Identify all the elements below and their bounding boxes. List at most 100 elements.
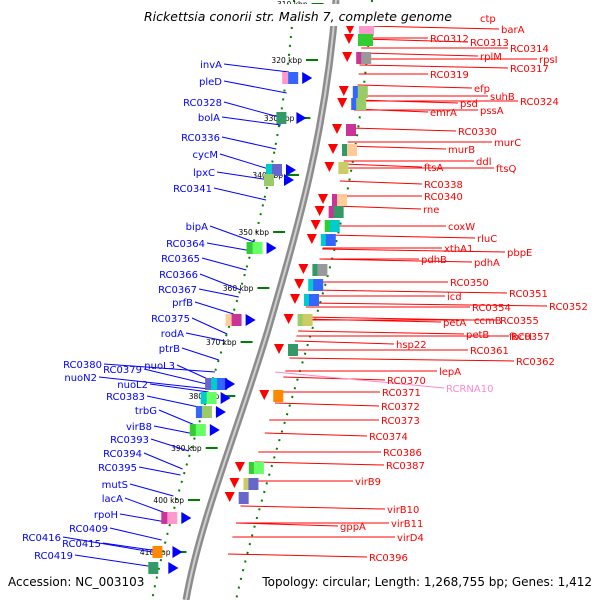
gene-label-pled[interactable]: pleD xyxy=(199,77,222,88)
gene-label-vird4[interactable]: virD4 xyxy=(397,533,424,544)
gene-label-virb9[interactable]: virB9 xyxy=(355,477,381,488)
gene-label-virb8[interactable]: virB8 xyxy=(126,422,152,433)
gene-label-rc0340[interactable]: RC0340 xyxy=(424,192,463,203)
gene-label-virb10[interactable]: virB10 xyxy=(387,505,419,516)
gene-label-pssa[interactable]: pssA xyxy=(480,106,504,117)
gene-label-psd[interactable]: psd xyxy=(460,99,478,110)
gene-label-coxw[interactable]: coxW xyxy=(448,222,475,233)
gene-label-murc[interactable]: murC xyxy=(494,138,521,149)
gene-label-rc0380[interactable]: RC0380 xyxy=(63,360,102,371)
gene-label-ftsq[interactable]: ftsQ xyxy=(496,164,516,175)
gene-label-rc0314[interactable]: RC0314 xyxy=(510,44,549,55)
gene-label-rc0350[interactable]: RC0350 xyxy=(450,278,489,289)
gene-label-rc0419[interactable]: RC0419 xyxy=(34,551,73,562)
gene-label-ctp[interactable]: ctp xyxy=(480,14,496,25)
gene-label-rc0362[interactable]: RC0362 xyxy=(516,357,555,368)
gene-label-rc0379[interactable]: RC0379 xyxy=(103,365,142,376)
gene-label-rc0336[interactable]: RC0336 xyxy=(181,133,220,144)
gene-label-rc0386[interactable]: RC0386 xyxy=(383,448,422,459)
gene-label-rc0396[interactable]: RC0396 xyxy=(369,553,408,564)
gene-label-rc0370[interactable]: RC0370 xyxy=(387,376,426,387)
gene-label-efp[interactable]: efp xyxy=(474,84,490,95)
gene-label-lpxc[interactable]: lpxC xyxy=(193,168,215,179)
gene-label-rc0313[interactable]: RC0313 xyxy=(470,38,509,49)
gene-label-hsp22[interactable]: hsp22 xyxy=(396,340,427,351)
gene-label-pdhb[interactable]: pdhB xyxy=(421,255,447,266)
gene-label-rc0395[interactable]: RC0395 xyxy=(98,463,137,474)
gene-label-peta[interactable]: petA xyxy=(443,318,466,329)
gene-label-murb[interactable]: murB xyxy=(448,145,475,156)
gene-label-rc0375[interactable]: RC0375 xyxy=(151,314,190,325)
gene-label-fbch[interactable]: fbcH xyxy=(509,332,532,343)
gene-label-bipa[interactable]: bipA xyxy=(186,222,208,233)
gene-label-nuol3[interactable]: nuoL3 xyxy=(144,361,175,372)
gene-label-rc0355[interactable]: RC0355 xyxy=(500,316,539,327)
gene-label-bola[interactable]: bolA xyxy=(198,113,220,124)
rna-label-rcrna10[interactable]: RCRNA10 xyxy=(446,384,493,395)
gene-label-rpoh[interactable]: rpoH xyxy=(94,510,118,521)
gene-label-rc0393[interactable]: RC0393 xyxy=(110,435,149,446)
gene-label-emra[interactable]: emrA xyxy=(430,108,457,119)
gene-label-gppa[interactable]: gppA xyxy=(340,522,366,533)
gene-label-rc0357[interactable]: RC0357 xyxy=(511,332,550,343)
right-strand-arrow xyxy=(298,264,309,274)
gene-label-ddl[interactable]: ddl xyxy=(476,157,491,168)
gene-label-rne[interactable]: rne xyxy=(423,205,439,216)
gene-label-ftsa[interactable]: ftsA xyxy=(424,163,443,174)
gene-label-rc0409[interactable]: RC0409 xyxy=(69,524,108,535)
gene-label-rc0416[interactable]: RC0416 xyxy=(22,533,61,544)
gene-label-ptrb[interactable]: ptrB xyxy=(159,344,180,355)
right-feature-block xyxy=(309,294,319,306)
right-feature-block xyxy=(325,234,336,246)
gene-label-virb11[interactable]: virB11 xyxy=(391,519,423,530)
gene-label-rc0364[interactable]: RC0364 xyxy=(166,239,205,250)
gene-label-rc0361[interactable]: RC0361 xyxy=(470,346,509,357)
gene-label-rc0352[interactable]: RC0352 xyxy=(549,302,588,313)
gene-label-rc0371[interactable]: RC0371 xyxy=(382,388,421,399)
gene-label-rc0367[interactable]: RC0367 xyxy=(158,285,197,296)
gene-label-trbg[interactable]: trbG xyxy=(135,406,157,417)
gene-label-rc0366[interactable]: RC0366 xyxy=(159,270,198,281)
gene-label-xtha1[interactable]: xthA1 xyxy=(444,244,473,255)
gene-label-laca[interactable]: lacA xyxy=(102,494,123,505)
gene-label-petb[interactable]: petB xyxy=(466,330,489,341)
gene-label-rc0373[interactable]: RC0373 xyxy=(381,416,420,427)
gene-label-rc0341[interactable]: RC0341 xyxy=(173,184,212,195)
gene-label-rc0365[interactable]: RC0365 xyxy=(161,254,200,265)
gene-label-rc0319[interactable]: RC0319 xyxy=(430,70,469,81)
gene-label-bara[interactable]: barA xyxy=(501,25,525,36)
gene-label-roda[interactable]: rodA xyxy=(161,329,184,340)
gene-label-inva[interactable]: invA xyxy=(200,60,222,71)
gene-label-rc0394[interactable]: RC0394 xyxy=(103,449,142,460)
gene-label-pbpe[interactable]: pbpE xyxy=(507,248,532,259)
gene-label-rc0387[interactable]: RC0387 xyxy=(386,461,425,472)
gene-label-rc0312[interactable]: RC0312 xyxy=(430,34,469,45)
gene-label-nuon2[interactable]: nuoN2 xyxy=(64,373,97,384)
gene-label-rc0330[interactable]: RC0330 xyxy=(458,127,497,138)
gene-label-prfb[interactable]: prfB xyxy=(172,298,193,309)
gene-label-suhb[interactable]: suhB xyxy=(490,92,515,103)
gene-label-pdha[interactable]: pdhA xyxy=(474,258,500,269)
gene-label-ccmb[interactable]: ccmB xyxy=(474,316,502,327)
gene-label-nuol2[interactable]: nuoL2 xyxy=(117,380,148,391)
left-gene-labels[interactable]: invA pleD RC0328 bolA RC0336 cycM lpxC RC0341 bi… xyxy=(22,60,222,562)
gene-label-rc0354[interactable]: RC0354 xyxy=(472,303,511,314)
gene-label-rc0351[interactable]: RC0351 xyxy=(509,289,548,300)
gene-label-rc0383[interactable]: RC0383 xyxy=(106,392,145,403)
gene-label-muts[interactable]: mutS xyxy=(102,480,128,491)
leader-line-rplm xyxy=(360,52,479,57)
gene-label-icd[interactable]: icd xyxy=(447,292,462,303)
gene-label-rluc[interactable]: rluC xyxy=(477,234,497,245)
gene-label-rc0317[interactable]: RC0317 xyxy=(510,64,549,75)
gene-label-rc0372[interactable]: RC0372 xyxy=(381,402,420,413)
gene-label-rc0328[interactable]: RC0328 xyxy=(183,98,222,109)
gene-label-cycm[interactable]: cycM xyxy=(192,150,218,161)
gene-label-rc0374[interactable]: RC0374 xyxy=(369,432,408,443)
gene-label-lepa[interactable]: lepA xyxy=(439,367,461,378)
gene-label-rpsi[interactable]: rpsI xyxy=(539,55,558,66)
gene-label-rplm[interactable]: rplM xyxy=(480,52,502,63)
gene-label-rc0324[interactable]: RC0324 xyxy=(520,97,559,108)
gene-label-rc0415[interactable]: RC0415 xyxy=(62,539,101,550)
gene-label-rc0338[interactable]: RC0338 xyxy=(424,180,463,191)
